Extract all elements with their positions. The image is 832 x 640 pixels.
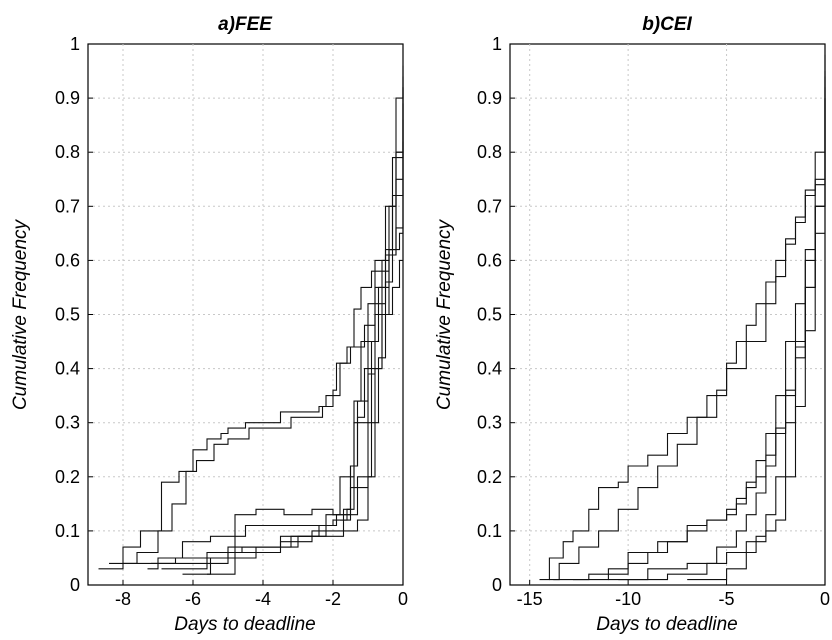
panel-a-ylabel: Cumulative Frequency — [10, 218, 31, 410]
panel-a-series-line-9 — [340, 76, 404, 521]
panel-b-ytick-label: 0.7 — [477, 196, 502, 216]
panel-a: a)FEE Days to deadline Cumulative Freque… — [10, 14, 408, 635]
panel-b-ytick-label: 0.2 — [477, 467, 502, 487]
panel-a-xtick-label: -4 — [255, 589, 271, 609]
panel-b-grid — [510, 44, 825, 585]
panel-a-series-line-2 — [109, 103, 404, 564]
panel-a-series-line-5 — [182, 119, 404, 575]
panel-a-ytick-label: 0.4 — [55, 359, 80, 379]
panel-b-series-line-1 — [539, 54, 826, 581]
panel-b-series — [539, 44, 826, 581]
panel-b-xtick-label: -15 — [517, 589, 543, 609]
panel-a-series — [98, 44, 404, 575]
panel-b-ytick-label: 0.1 — [477, 521, 502, 541]
panel-b-frame — [509, 43, 826, 586]
panel-b-series-line-5 — [608, 87, 826, 581]
panel-b-ytick-label: 0 — [492, 575, 502, 595]
panel-b-ytick-label: 0.6 — [477, 250, 502, 270]
panel-a-title: a)FEE — [218, 14, 273, 35]
panel-a-series-line-7 — [207, 65, 404, 575]
panel-b-ylabel: Cumulative Frequency — [434, 218, 455, 410]
panel-a-ytick-label: 0.5 — [55, 305, 80, 325]
panel-a-ytick-label: 0.1 — [55, 521, 80, 541]
panel-a-ticks: -8 -6 -4 -2 0 0 0.1 0.2 0.3 0.4 0.5 0.6 0.7 0.8 0.9 1 — [55, 34, 408, 609]
panel-b: b)CEI Days to deadline Cumulative Freque… — [434, 14, 830, 635]
panel-a-ytick-label: 0.9 — [55, 88, 80, 108]
panel-a-frame — [87, 43, 404, 586]
panel-b-xtick-label: -5 — [719, 589, 735, 609]
panel-a-ytick-label: 0.6 — [55, 250, 80, 270]
panel-b-ytick-label: 0.8 — [477, 142, 502, 162]
panel-a-xtick-label: 0 — [398, 589, 408, 609]
panel-a-xtick-label: -8 — [115, 589, 131, 609]
panel-b-ytick-label: 1 — [492, 34, 502, 54]
panel-b-series-line-4 — [553, 98, 826, 581]
panel-b-series-line-2 — [549, 71, 826, 581]
panel-a-ytick-label: 0.7 — [55, 196, 80, 216]
panel-a-xtick-label: -2 — [325, 589, 341, 609]
panel-b-ytick-label: 0.4 — [477, 359, 502, 379]
panel-a-xtick-label: -6 — [185, 589, 201, 609]
panel-a-ytick-label: 1 — [70, 34, 80, 54]
panel-b-ytick-label: 0.3 — [477, 413, 502, 433]
panel-a-series-line-8 — [161, 44, 404, 570]
panel-b-xtick-label: 0 — [820, 589, 830, 609]
panel-b-title: b)CEI — [642, 14, 692, 35]
panel-a-grid — [88, 44, 403, 585]
panel-a-ytick-label: 0.2 — [55, 467, 80, 487]
panel-b-series-line-7 — [618, 44, 826, 581]
panel-a-ytick-label: 0.8 — [55, 142, 80, 162]
panel-a-series-line-6 — [151, 141, 404, 564]
panel-a-xlabel: Days to deadline — [174, 614, 316, 635]
panel-b-series-line-6 — [687, 98, 826, 581]
panel-b-xtick-label: -10 — [615, 589, 641, 609]
panel-a-ytick-label: 0.3 — [55, 413, 80, 433]
panel-a-ytick-label: 0 — [70, 575, 80, 595]
panel-b-xlabel: Days to deadline — [596, 614, 738, 635]
panel-b-ticks: -15 -10 -5 0 0 0.1 0.2 0.3 0.4 0.5 0.6 0.7 0.8 0.9 1 — [477, 34, 830, 609]
panel-b-ytick-label: 0.9 — [477, 88, 502, 108]
panel-b-ytick-label: 0.5 — [477, 305, 502, 325]
